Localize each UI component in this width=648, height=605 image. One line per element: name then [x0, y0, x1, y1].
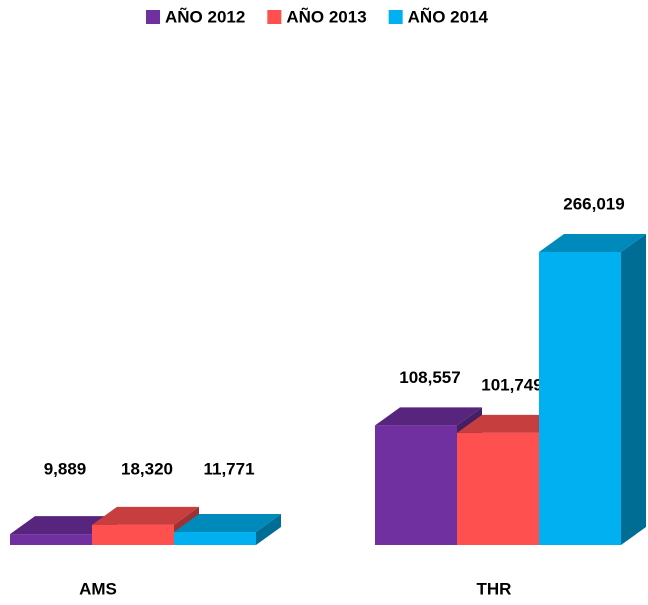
value-label: 266,019: [563, 194, 624, 213]
bar: [457, 432, 539, 545]
bar: [375, 425, 457, 545]
x-tick-label: AMS: [79, 579, 117, 598]
bar: [92, 524, 174, 545]
legend-label: AÑO 2012: [165, 6, 245, 26]
legend-swatch: [267, 10, 282, 24]
bar-top: [539, 234, 646, 252]
legend-label: AÑO 2013: [286, 6, 366, 26]
value-label: 18,320: [121, 459, 173, 478]
bar-side: [256, 514, 281, 545]
legend-swatch: [146, 10, 160, 24]
bar-top: [92, 506, 199, 525]
bar: [10, 534, 92, 545]
value-label: 11,771: [203, 459, 254, 478]
bar-top: [457, 414, 564, 433]
bar-top: [375, 407, 482, 426]
value-label: 108,557: [399, 368, 460, 387]
bar: [539, 252, 621, 545]
legend-swatch: [388, 10, 403, 24]
x-tick-label: THR: [477, 579, 512, 598]
bar-side: [621, 234, 646, 545]
bar-top: [10, 516, 117, 535]
bar-top: [174, 514, 281, 533]
value-label: 9,889: [44, 459, 87, 478]
bar: [174, 532, 256, 545]
value-label: 101,749: [481, 375, 542, 394]
legend-label: AÑO 2014: [408, 6, 489, 26]
